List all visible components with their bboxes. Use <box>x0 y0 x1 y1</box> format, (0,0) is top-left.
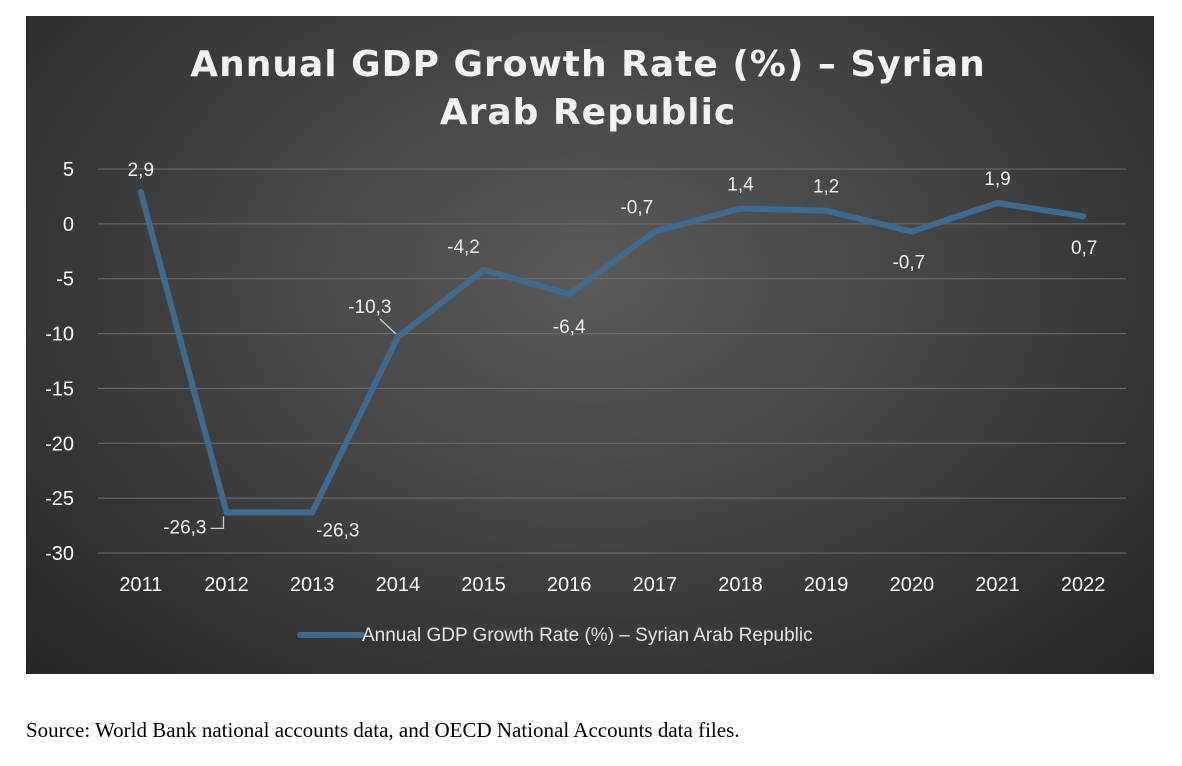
x-tick-label: 2021 <box>975 574 1020 596</box>
data-label: -0,7 <box>620 198 653 219</box>
data-label: -0,7 <box>892 253 925 274</box>
data-label: -26,3 <box>316 520 359 541</box>
x-tick-label: 2017 <box>633 574 678 596</box>
x-tick-label: 2020 <box>890 574 935 596</box>
x-tick-label: 2019 <box>804 574 849 596</box>
y-axis-ticks: 5 0 -5 -10 -15 -20 -25 -30 <box>45 159 74 565</box>
y-tick-label: -20 <box>45 433 74 455</box>
data-label: -4,2 <box>447 237 480 258</box>
leader-line <box>379 318 397 335</box>
data-label: 1,2 <box>813 177 839 198</box>
x-tick-label: 2013 <box>290 574 335 596</box>
data-labels: 2,9 -26,3 -26,3 -10,3 -4,2 -6,4 -0,7 1,4 1,2 -0,7… <box>128 160 1098 541</box>
x-tick-label: 2016 <box>547 574 592 596</box>
series-polyline <box>137 189 1087 516</box>
series-line <box>137 189 1087 516</box>
x-tick-label: 2012 <box>204 574 249 596</box>
data-label: -6,4 <box>553 317 586 338</box>
y-tick-label: 5 <box>63 159 74 181</box>
y-tick-label: -15 <box>45 378 74 400</box>
y-tick-label: -10 <box>45 324 74 346</box>
y-tick-label: -25 <box>45 488 74 510</box>
data-label: 1,4 <box>727 174 754 195</box>
data-label: 0,7 <box>1071 238 1097 259</box>
legend-label: Annual GDP Growth Rate (%) – Syrian Arab… <box>362 625 813 646</box>
x-tick-label: 2015 <box>461 574 506 596</box>
data-label: 1,9 <box>984 169 1010 190</box>
x-tick-label: 2018 <box>718 574 763 596</box>
gridlines <box>98 168 1126 554</box>
chart-panel: Annual GDP Growth Rate (%) – Syrian Arab… <box>26 16 1154 674</box>
x-tick-label: 2022 <box>1061 574 1106 596</box>
legend: Annual GDP Growth Rate (%) – Syrian Arab… <box>297 625 813 646</box>
data-label: 2,9 <box>128 160 154 181</box>
y-tick-label: -5 <box>56 269 74 291</box>
x-axis-ticks: 2011 2012 2013 2014 2015 2016 2017 2018 2019 2020… <box>119 574 1105 596</box>
source-note: Source: World Bank national accounts dat… <box>26 718 740 742</box>
chart-title-line-2: Arab Republic <box>440 92 737 133</box>
x-tick-label: 2011 <box>119 574 162 596</box>
chart-title-line-1: Annual GDP Growth Rate (%) – Syrian <box>190 44 986 85</box>
data-label: -26,3 <box>163 517 206 538</box>
line-chart: Annual GDP Growth Rate (%) – Syrian Arab… <box>45 44 1126 646</box>
leader-line <box>210 516 225 530</box>
y-tick-label: -30 <box>45 543 74 565</box>
data-label: -10,3 <box>348 297 391 318</box>
x-tick-label: 2014 <box>376 574 421 596</box>
y-tick-label: 0 <box>63 214 74 236</box>
